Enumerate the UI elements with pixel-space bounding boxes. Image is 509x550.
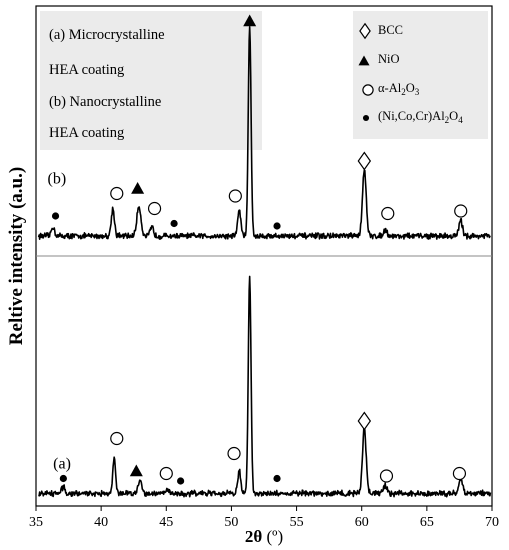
legend-right-label-0: BCC [378, 23, 403, 37]
marker-circle-icon [381, 206, 395, 221]
marker-dot-icon [59, 474, 67, 483]
legend-left-line-3: HEA coating [49, 125, 124, 141]
marker-circle-icon [228, 189, 242, 203]
legend-left-line-1: HEA coating [49, 62, 124, 78]
x-tick-label: 45 [159, 515, 173, 530]
marker-circle-icon [147, 201, 162, 216]
legend-right-label-3: (Ni,Co,Cr)Al2O4 [378, 109, 463, 125]
marker-circle-icon [110, 186, 124, 201]
marker-circle-icon [454, 204, 468, 218]
x-tick-label: 50 [224, 515, 238, 530]
x-tick-label: 40 [94, 515, 108, 530]
marker-circle-icon [227, 446, 241, 461]
y-axis-label: Reltive intensity (a.u.) [6, 167, 27, 345]
marker-diamond-icon [357, 151, 372, 171]
x-tick-label: 35 [29, 515, 43, 530]
legend-dot-icon [362, 114, 370, 122]
legend-circle-icon [362, 84, 374, 96]
series-b-line [37, 25, 491, 241]
x-tick-label: 65 [420, 515, 434, 530]
series-label-a: (a) [53, 456, 71, 473]
legend-triangle-icon [358, 55, 370, 66]
marker-circle-icon [452, 466, 467, 481]
marker-triangle-icon [131, 182, 145, 194]
marker-circle-icon [379, 469, 394, 483]
marker-diamond-icon [357, 411, 372, 431]
legend-left-line-2: (b) Nanocrystalline [49, 94, 161, 110]
marker-circle-icon [110, 431, 124, 446]
legend-box-right [353, 11, 488, 139]
marker-dot-icon [273, 222, 281, 230]
legend-right-label-1: NiO [378, 52, 400, 66]
marker-circle-icon [159, 466, 173, 481]
marker-dot-icon [170, 219, 178, 228]
marker-dot-icon [177, 477, 185, 485]
legend-right-label-2: α-Al2O3 [378, 81, 420, 97]
series-a-line [38, 275, 492, 498]
marker-triangle-icon [243, 14, 257, 27]
marker-triangle-icon [129, 464, 143, 477]
series-label-b: (b) [48, 171, 67, 188]
legend-diamond-icon [359, 22, 371, 40]
legend-box-left [40, 11, 262, 150]
legend-left-line-0: (a) Microcrystalline [49, 27, 165, 43]
marker-dot-icon [273, 474, 281, 483]
x-axis-label: 2θ (º) [245, 527, 283, 546]
x-tick-label: 55 [290, 515, 304, 530]
marker-dot-icon [51, 212, 60, 220]
x-tick-label: 60 [355, 515, 369, 530]
x-tick-label: 70 [485, 515, 499, 530]
